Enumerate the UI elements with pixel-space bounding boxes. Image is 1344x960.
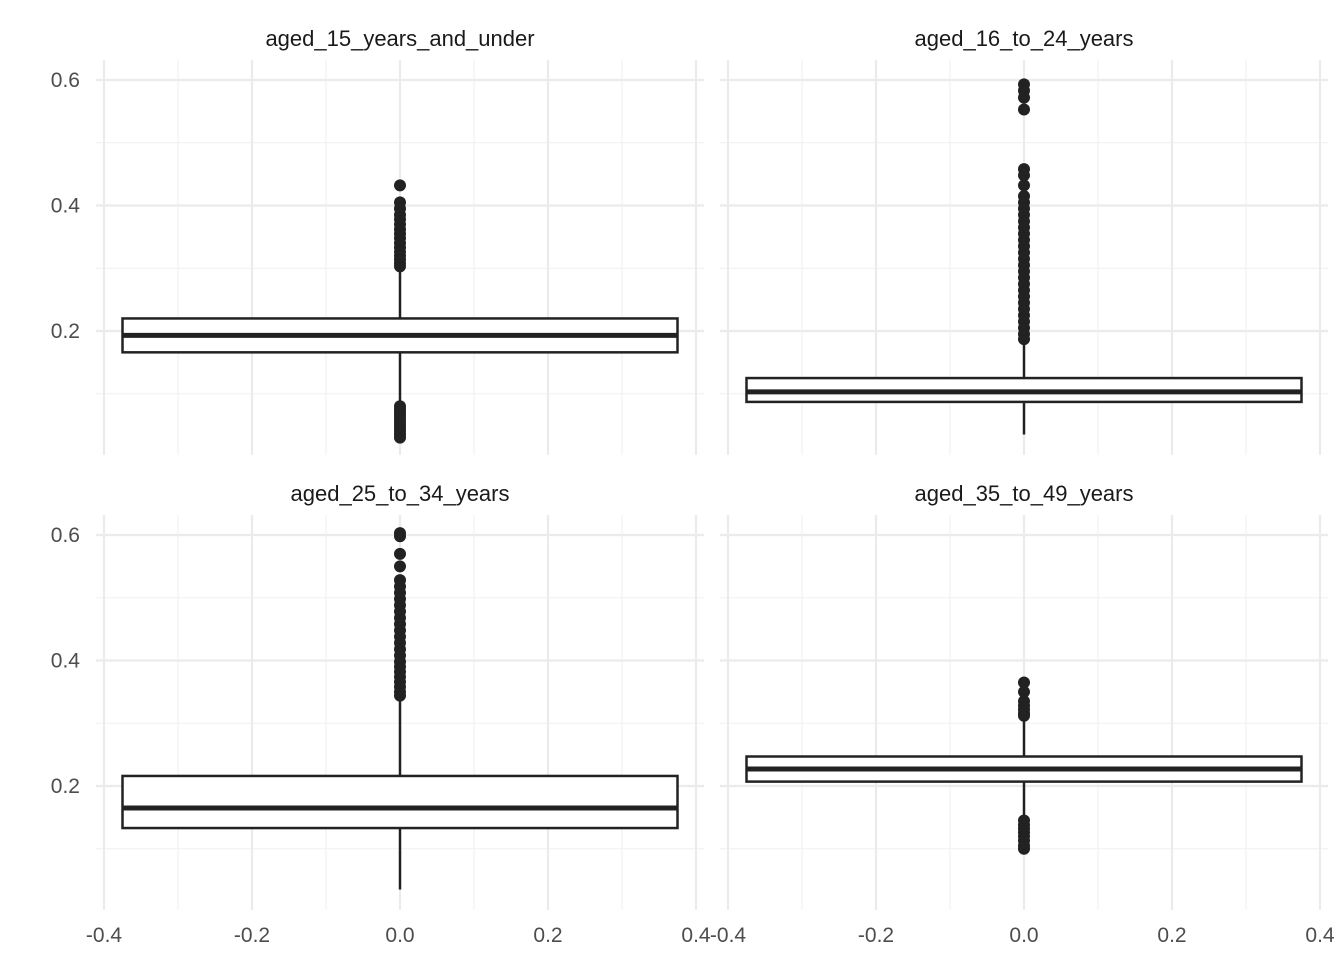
y-tick-label: 0.2 [51, 775, 80, 798]
x-tick-label: 0.2 [533, 924, 562, 947]
outlier-point [1018, 103, 1030, 116]
facet-panel-4: aged_35_to_49_years -0.4 -0.2 0.0 0.2 0.4 [710, 481, 1335, 947]
x-tick-label: 0.2 [1157, 924, 1186, 947]
outlier-point [394, 530, 406, 543]
outlier-point [394, 260, 406, 273]
x-tick-label: 0.4 [681, 924, 711, 947]
outlier-point [1018, 333, 1030, 346]
y-tick-label: 0.4 [51, 650, 81, 673]
facet-panel-1: aged_15_years_and_under 0.2 0.4 0.6 [51, 26, 704, 455]
x-tick-label: -0.4 [86, 924, 123, 947]
outlier-point [1018, 685, 1030, 698]
x-tick-label: 0.0 [1009, 924, 1038, 947]
outlier-point [394, 179, 406, 192]
facet-title: aged_16_to_24_years [915, 26, 1134, 51]
outlier-point [394, 547, 406, 560]
facet-panel-2: aged_16_to_24_years [720, 26, 1328, 455]
x-tick-label: -0.2 [858, 924, 894, 947]
x-tick-label: -0.2 [234, 924, 270, 947]
facet-title: aged_25_to_34_years [291, 481, 510, 506]
facet-title: aged_35_to_49_years [915, 481, 1134, 506]
outlier-point [1018, 179, 1030, 192]
outlier-point [1018, 676, 1030, 689]
y-tick-label: 0.2 [51, 320, 80, 343]
y-tick-label: 0.6 [51, 524, 80, 547]
x-tick-label: -0.4 [710, 924, 747, 947]
y-tick-label: 0.4 [51, 195, 81, 218]
outlier-point [1018, 842, 1030, 855]
x-tick-label: 0.0 [385, 924, 414, 947]
outlier-point [1018, 709, 1030, 722]
box-iqr [121, 774, 679, 830]
x-tick-label: 0.4 [1305, 924, 1335, 947]
outlier-point [394, 431, 406, 444]
outlier-point [1018, 91, 1030, 104]
outlier-point [394, 689, 406, 702]
outlier-point [394, 560, 406, 573]
facet-title: aged_15_years_and_under [265, 26, 534, 51]
outlier-point [1018, 169, 1030, 182]
y-tick-label: 0.6 [51, 69, 80, 92]
facet-panel-3: aged_25_to_34_years 0.2 0.4 0.6 -0.4 -0.2 0.0 0… [51, 481, 711, 947]
